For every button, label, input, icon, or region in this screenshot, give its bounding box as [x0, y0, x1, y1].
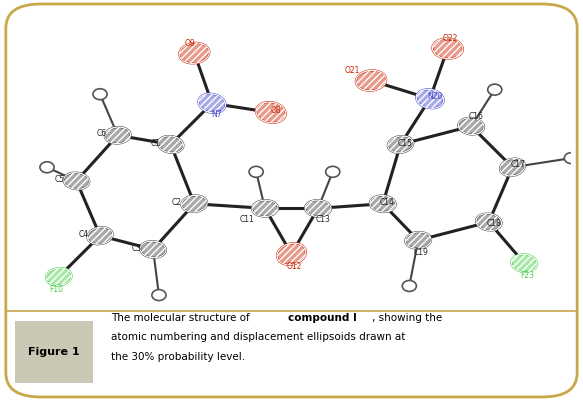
Ellipse shape [476, 214, 501, 231]
Text: O21: O21 [345, 66, 360, 75]
Ellipse shape [105, 127, 131, 144]
Ellipse shape [500, 158, 525, 176]
Ellipse shape [252, 200, 278, 217]
Text: C19: C19 [414, 248, 429, 257]
Ellipse shape [256, 102, 286, 123]
FancyBboxPatch shape [6, 4, 577, 397]
Ellipse shape [356, 70, 386, 91]
Ellipse shape [356, 70, 386, 91]
Ellipse shape [511, 254, 537, 272]
Ellipse shape [370, 196, 396, 212]
Circle shape [152, 290, 166, 301]
Text: C6: C6 [96, 130, 106, 138]
Text: , showing the: , showing the [372, 313, 442, 323]
Circle shape [93, 89, 107, 100]
Ellipse shape [105, 127, 131, 144]
Text: F23: F23 [520, 271, 534, 280]
Ellipse shape [370, 196, 396, 212]
FancyBboxPatch shape [15, 321, 93, 383]
Ellipse shape [181, 195, 207, 212]
Ellipse shape [198, 94, 226, 113]
Ellipse shape [140, 241, 166, 258]
Ellipse shape [179, 43, 209, 63]
Circle shape [40, 162, 54, 173]
Text: C15: C15 [398, 139, 413, 148]
Ellipse shape [433, 38, 463, 59]
Text: C1: C1 [151, 139, 161, 148]
Text: C17: C17 [511, 160, 526, 170]
Ellipse shape [476, 214, 501, 231]
Ellipse shape [277, 243, 306, 265]
Ellipse shape [256, 102, 286, 123]
Text: Figure 1: Figure 1 [28, 347, 79, 357]
Ellipse shape [181, 195, 207, 212]
Circle shape [402, 280, 416, 292]
Text: C2: C2 [171, 198, 182, 207]
Text: O12: O12 [287, 262, 302, 271]
Ellipse shape [277, 243, 306, 265]
Text: The molecular structure of: The molecular structure of [111, 313, 253, 323]
Ellipse shape [305, 200, 331, 217]
Ellipse shape [198, 94, 226, 113]
Ellipse shape [405, 232, 431, 249]
Ellipse shape [46, 268, 72, 286]
Ellipse shape [140, 241, 166, 258]
Text: F10: F10 [49, 285, 63, 294]
Ellipse shape [511, 254, 537, 272]
Ellipse shape [64, 172, 89, 189]
Text: compound I: compound I [288, 313, 357, 323]
Text: C16: C16 [469, 111, 483, 121]
Text: N20: N20 [427, 92, 442, 101]
Circle shape [564, 153, 578, 164]
Text: C3: C3 [132, 243, 142, 253]
Text: C5: C5 [55, 175, 65, 184]
Text: O8: O8 [271, 106, 281, 115]
Text: C11: C11 [240, 215, 255, 224]
Ellipse shape [305, 200, 331, 217]
Circle shape [326, 166, 340, 177]
Ellipse shape [179, 43, 209, 63]
Text: C4: C4 [79, 230, 89, 239]
Ellipse shape [500, 158, 525, 176]
Ellipse shape [416, 89, 444, 108]
Text: C13: C13 [315, 215, 330, 224]
Ellipse shape [64, 172, 89, 189]
Text: the 30% probability level.: the 30% probability level. [111, 352, 245, 362]
Text: C14: C14 [380, 198, 395, 207]
Circle shape [488, 84, 502, 95]
Circle shape [249, 166, 263, 177]
Ellipse shape [458, 118, 484, 134]
Ellipse shape [87, 227, 113, 244]
Ellipse shape [388, 136, 413, 153]
Text: O9: O9 [184, 38, 195, 48]
Ellipse shape [158, 136, 184, 153]
Ellipse shape [405, 232, 431, 249]
Ellipse shape [433, 38, 463, 59]
Text: C18: C18 [486, 219, 501, 228]
Ellipse shape [87, 227, 113, 244]
Ellipse shape [252, 200, 278, 217]
Ellipse shape [388, 136, 413, 153]
Ellipse shape [158, 136, 184, 153]
Ellipse shape [46, 268, 72, 286]
Ellipse shape [416, 89, 444, 108]
Ellipse shape [458, 118, 484, 134]
Text: N7: N7 [212, 110, 222, 119]
Text: atomic numbering and displacement ellipsoids drawn at: atomic numbering and displacement ellips… [111, 332, 405, 342]
Text: O22: O22 [443, 34, 458, 43]
